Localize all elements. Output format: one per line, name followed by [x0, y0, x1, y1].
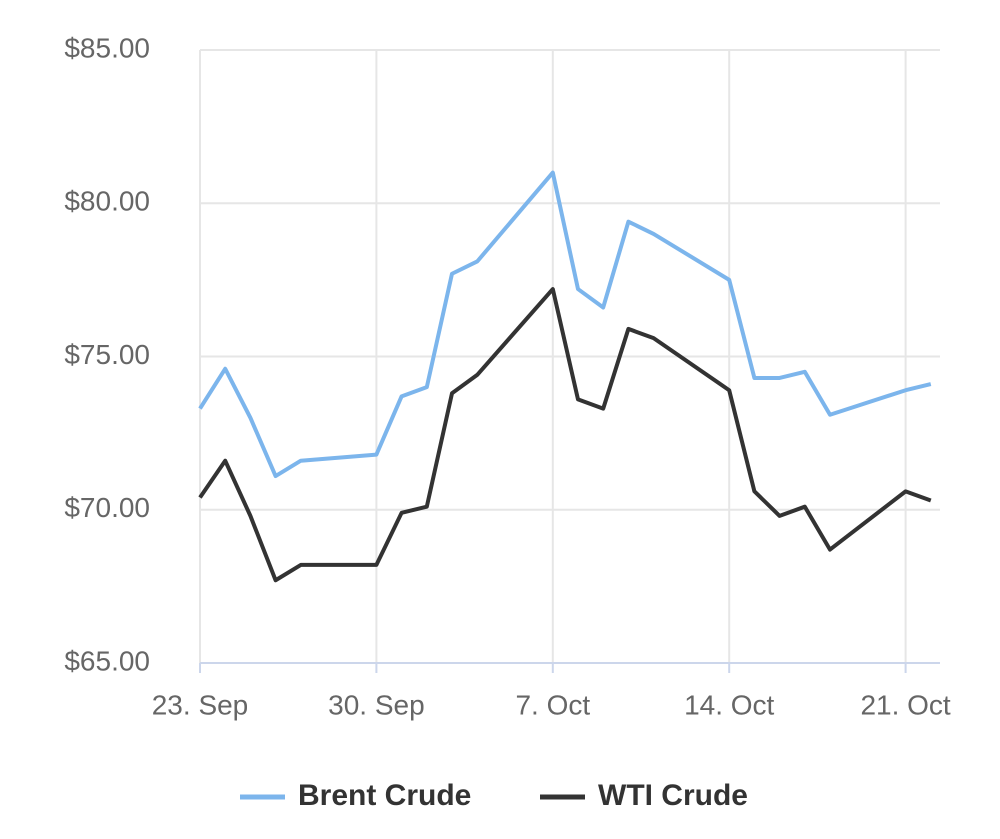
- y-tick-label: $80.00: [64, 186, 150, 217]
- y-tick-label: $65.00: [64, 645, 150, 676]
- legend-label: Brent Crude: [298, 779, 471, 812]
- legend-label: WTI Crude: [598, 779, 748, 812]
- line-series: [198, 170, 932, 479]
- y-tick-label: $85.00: [64, 32, 150, 63]
- x-tick-label: 21. Oct: [860, 689, 950, 720]
- line-series: [198, 287, 932, 583]
- y-tick-label: $75.00: [64, 339, 150, 370]
- x-tick-label: 23. Sep: [152, 689, 249, 720]
- x-tick-label: 30. Sep: [328, 689, 425, 720]
- x-tick-label: 14. Oct: [684, 689, 774, 720]
- x-tick-label: 7. Oct: [515, 689, 590, 720]
- y-tick-label: $70.00: [64, 492, 150, 523]
